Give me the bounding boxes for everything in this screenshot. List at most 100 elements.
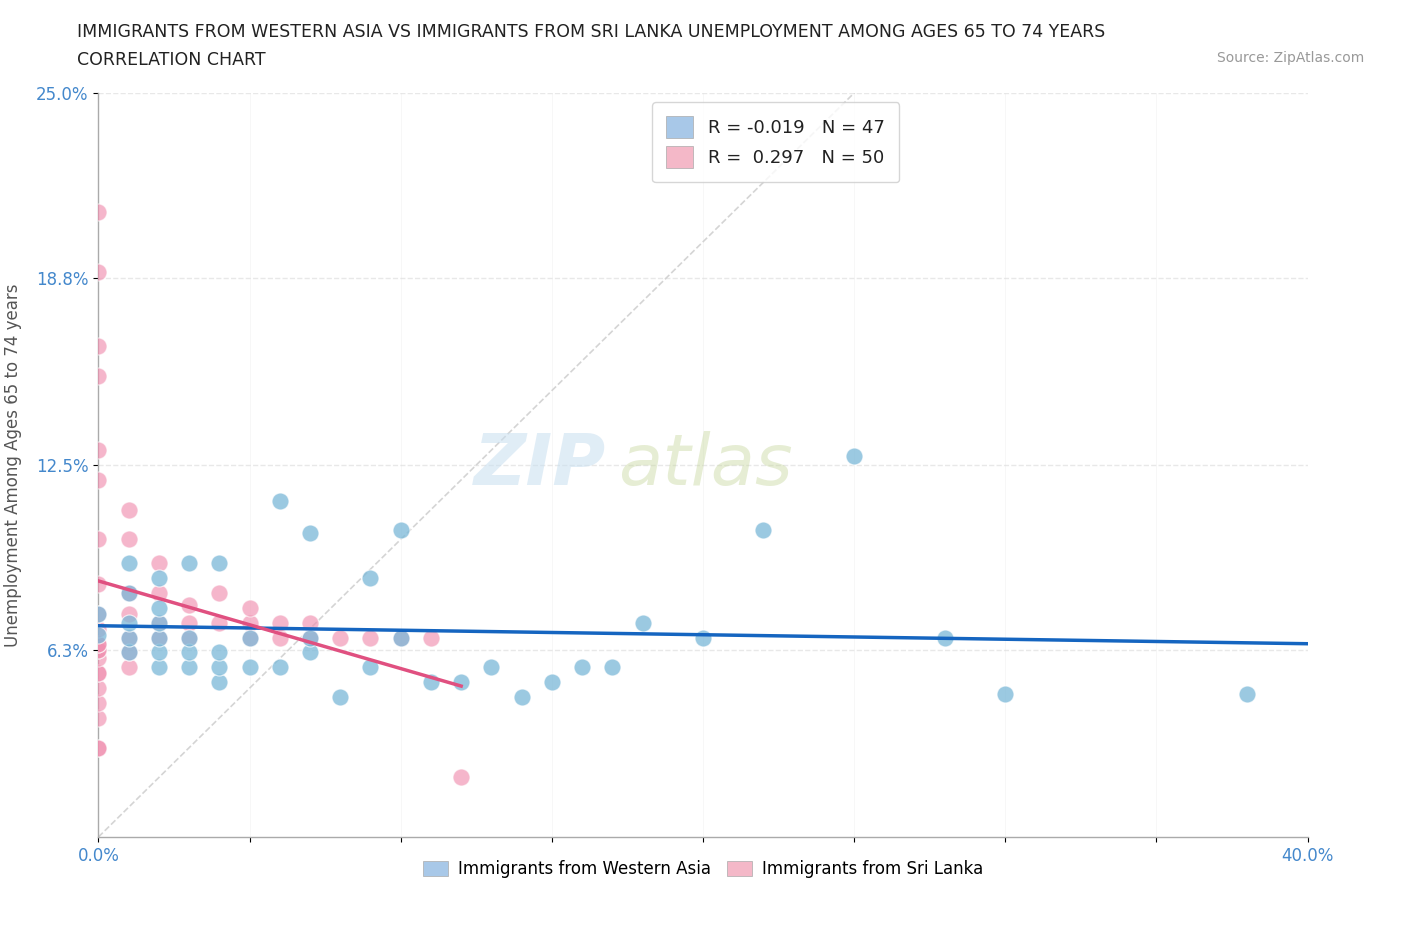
Point — [148, 556, 170, 571]
Point — [208, 616, 231, 631]
Point — [179, 597, 201, 612]
Point — [299, 616, 322, 631]
Point — [87, 532, 110, 547]
Point — [208, 675, 231, 690]
Point — [87, 205, 110, 219]
Point — [360, 571, 382, 586]
Point — [179, 556, 201, 571]
Point — [239, 631, 262, 645]
Point — [510, 690, 533, 705]
Point — [360, 631, 382, 645]
Point — [118, 631, 141, 645]
Point — [87, 636, 110, 651]
Point — [148, 571, 170, 586]
Point — [1236, 686, 1258, 701]
Point — [269, 616, 291, 631]
Point — [329, 631, 352, 645]
Point — [239, 660, 262, 675]
Text: ZIP: ZIP — [474, 431, 606, 499]
Point — [118, 556, 141, 571]
Text: atlas: atlas — [619, 431, 793, 499]
Point — [87, 696, 110, 711]
Point — [179, 616, 201, 631]
Point — [269, 660, 291, 675]
Point — [148, 660, 170, 675]
Point — [239, 601, 262, 616]
Point — [450, 675, 472, 690]
Point — [179, 631, 201, 645]
Point — [87, 740, 110, 755]
Point — [752, 523, 775, 538]
Point — [148, 631, 170, 645]
Text: Source: ZipAtlas.com: Source: ZipAtlas.com — [1216, 51, 1364, 65]
Point — [148, 616, 170, 631]
Point — [87, 264, 110, 279]
Point — [389, 523, 412, 538]
Point — [118, 645, 141, 660]
Point — [87, 577, 110, 591]
Text: CORRELATION CHART: CORRELATION CHART — [77, 51, 266, 69]
Point — [87, 636, 110, 651]
Point — [269, 493, 291, 508]
Point — [148, 645, 170, 660]
Point — [87, 711, 110, 725]
Point — [87, 651, 110, 666]
Point — [692, 631, 714, 645]
Point — [994, 686, 1017, 701]
Legend: Immigrants from Western Asia, Immigrants from Sri Lanka: Immigrants from Western Asia, Immigrants… — [416, 853, 990, 884]
Point — [87, 621, 110, 636]
Point — [118, 586, 141, 601]
Y-axis label: Unemployment Among Ages 65 to 74 years: Unemployment Among Ages 65 to 74 years — [4, 284, 22, 646]
Point — [87, 642, 110, 657]
Point — [87, 627, 110, 642]
Point — [87, 368, 110, 383]
Point — [118, 645, 141, 660]
Point — [118, 606, 141, 621]
Point — [360, 660, 382, 675]
Point — [269, 631, 291, 645]
Point — [481, 660, 503, 675]
Point — [87, 606, 110, 621]
Point — [148, 601, 170, 616]
Point — [844, 448, 866, 463]
Point — [179, 660, 201, 675]
Point — [179, 645, 201, 660]
Point — [389, 631, 412, 645]
Point — [208, 660, 231, 675]
Point — [208, 645, 231, 660]
Point — [118, 616, 141, 631]
Point — [420, 675, 443, 690]
Point — [87, 642, 110, 657]
Point — [239, 616, 262, 631]
Point — [299, 526, 322, 541]
Point — [602, 660, 624, 675]
Point — [329, 690, 352, 705]
Point — [299, 645, 322, 660]
Point — [87, 666, 110, 681]
Point — [87, 339, 110, 353]
Text: IMMIGRANTS FROM WESTERN ASIA VS IMMIGRANTS FROM SRI LANKA UNEMPLOYMENT AMONG AGE: IMMIGRANTS FROM WESTERN ASIA VS IMMIGRAN… — [77, 23, 1105, 41]
Point — [87, 740, 110, 755]
Point — [631, 616, 654, 631]
Point — [239, 631, 262, 645]
Point — [208, 586, 231, 601]
Point — [450, 770, 472, 785]
Point — [118, 502, 141, 517]
Point — [420, 631, 443, 645]
Point — [87, 472, 110, 487]
Point — [118, 586, 141, 601]
Point — [148, 586, 170, 601]
Point — [118, 631, 141, 645]
Point — [934, 631, 956, 645]
Point — [118, 660, 141, 675]
Point — [87, 606, 110, 621]
Point — [389, 631, 412, 645]
Point — [208, 556, 231, 571]
Point — [571, 660, 593, 675]
Point — [179, 631, 201, 645]
Point — [87, 666, 110, 681]
Point — [299, 631, 322, 645]
Point — [148, 616, 170, 631]
Point — [299, 631, 322, 645]
Point — [118, 532, 141, 547]
